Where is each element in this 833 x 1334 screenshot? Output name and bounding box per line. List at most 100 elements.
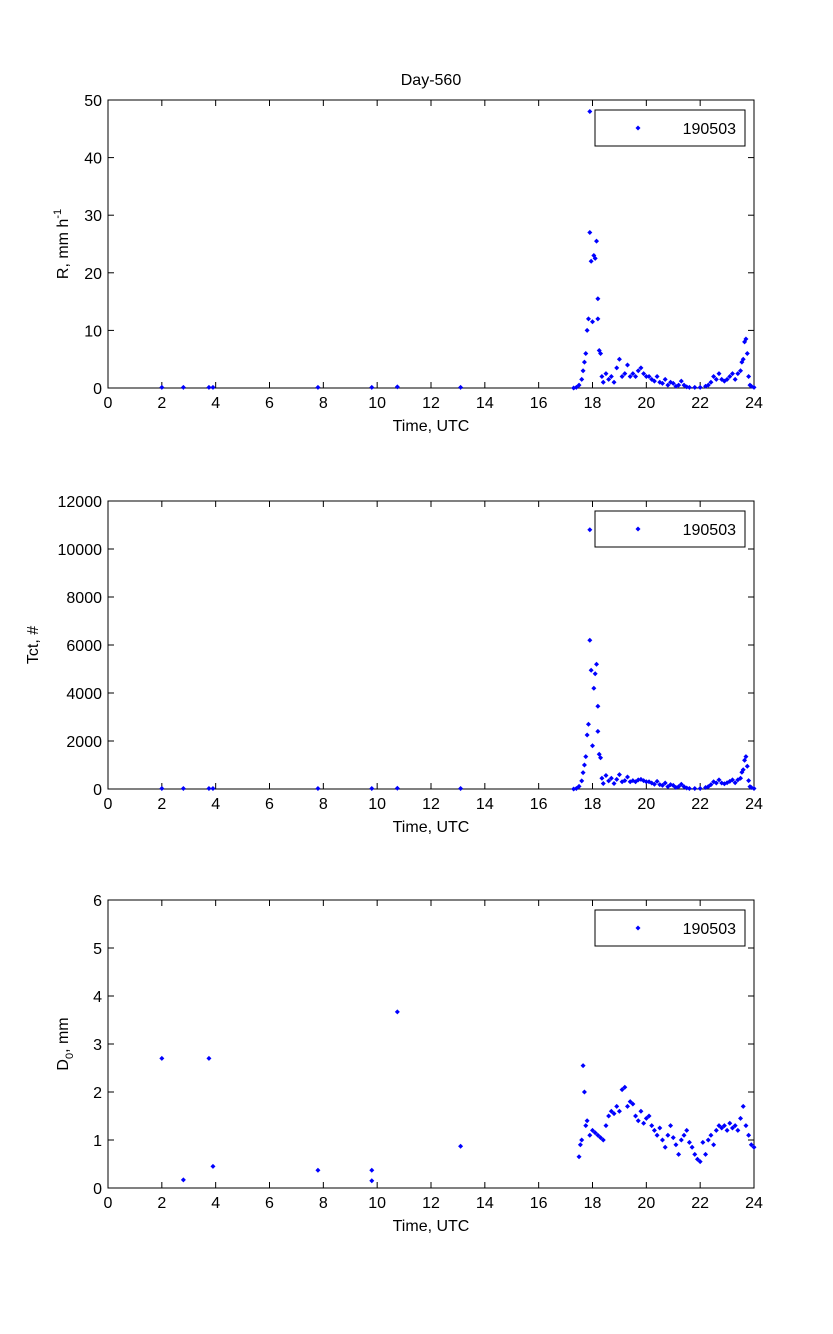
data-point xyxy=(678,781,684,787)
data-point xyxy=(614,1103,620,1109)
legend-label: 190503 xyxy=(683,522,736,539)
data-point xyxy=(592,671,598,677)
x-tick-label: 2 xyxy=(157,395,166,412)
data-point xyxy=(576,1154,582,1160)
data-point xyxy=(729,777,735,783)
data-point xyxy=(577,1142,583,1148)
data-point xyxy=(716,777,722,783)
data-point xyxy=(587,109,593,115)
data-point xyxy=(458,384,464,390)
data-point xyxy=(580,368,586,374)
y-tick-label: 6000 xyxy=(66,638,102,655)
data-point xyxy=(724,1127,730,1133)
data-point xyxy=(673,1142,679,1148)
x-tick-label: 6 xyxy=(265,1195,274,1212)
data-point xyxy=(180,1177,186,1183)
data-point xyxy=(643,373,649,379)
data-point xyxy=(732,780,738,786)
legend-box xyxy=(594,109,746,147)
data-point xyxy=(587,527,593,533)
data-point xyxy=(732,376,738,382)
data-point xyxy=(738,775,744,781)
x-tick-label: 10 xyxy=(368,796,386,813)
data-point xyxy=(738,1115,744,1121)
y-tick-label: 10 xyxy=(84,323,102,340)
x-tick-label: 10 xyxy=(368,1195,386,1212)
data-point xyxy=(654,778,660,784)
data-point xyxy=(595,296,601,302)
data-point xyxy=(611,780,617,786)
data-point xyxy=(579,778,585,784)
data-point xyxy=(711,1142,717,1148)
y-axis-label-rest: , mm xyxy=(55,1017,72,1053)
data-point xyxy=(751,786,757,792)
data-point xyxy=(630,1101,636,1107)
y-axis-label: D0, mm xyxy=(55,1017,76,1070)
data-point xyxy=(576,382,582,388)
data-point xyxy=(740,1103,746,1109)
data-point xyxy=(711,373,717,379)
y-tick-label: 8000 xyxy=(66,590,102,607)
data-point xyxy=(643,1115,649,1121)
x-tick-label: 4 xyxy=(211,1195,220,1212)
data-point xyxy=(627,373,633,379)
data-point xyxy=(743,754,749,760)
data-point xyxy=(705,382,711,388)
data-point xyxy=(748,1142,754,1148)
x-tick-label: 18 xyxy=(584,1195,602,1212)
data-point xyxy=(587,1132,593,1138)
x-tick-label: 4 xyxy=(211,796,220,813)
data-point xyxy=(622,1084,628,1090)
data-point xyxy=(670,380,676,386)
data-point xyxy=(598,755,604,761)
x-tick-label: 4 xyxy=(211,395,220,412)
data-point xyxy=(633,373,639,379)
data-point xyxy=(743,336,749,342)
x-axis-label: Time, UTC xyxy=(393,819,470,836)
data-point xyxy=(159,384,165,390)
y-tick-label: 50 xyxy=(84,93,102,110)
data-point xyxy=(689,1144,695,1150)
data-point xyxy=(595,1132,601,1138)
data-point xyxy=(708,782,714,788)
data-point xyxy=(315,1167,321,1173)
y-tick-label: 0 xyxy=(93,782,102,799)
y-tick-label: 2000 xyxy=(66,734,102,751)
data-point xyxy=(651,1127,657,1133)
data-point xyxy=(657,1125,663,1131)
data-point xyxy=(729,371,735,377)
data-point xyxy=(700,1139,706,1145)
data-point xyxy=(315,384,321,390)
data-point xyxy=(665,382,671,388)
data-point xyxy=(608,373,614,379)
data-point xyxy=(746,778,752,784)
x-tick-label: 12 xyxy=(422,796,440,813)
data-point xyxy=(603,1123,609,1129)
x-tick-label: 10 xyxy=(368,395,386,412)
data-point xyxy=(746,1132,752,1138)
x-tick-label: 24 xyxy=(745,796,763,813)
x-tick-label: 24 xyxy=(745,1195,763,1212)
y-tick-label: 5 xyxy=(93,941,102,958)
data-point xyxy=(599,775,605,781)
data-point xyxy=(614,365,620,371)
legend-label: 190503 xyxy=(683,921,736,938)
data-point xyxy=(584,327,590,333)
data-point xyxy=(662,780,668,786)
data-point xyxy=(746,373,752,379)
x-tick-label: 0 xyxy=(104,1195,113,1212)
data-point xyxy=(641,371,647,377)
data-point xyxy=(716,371,722,377)
data-point xyxy=(579,376,585,382)
y-axis-label: Tct, # xyxy=(25,626,42,664)
data-point xyxy=(595,728,601,734)
data-point xyxy=(649,1123,655,1129)
plot-area xyxy=(107,99,755,389)
y-tick-label: 4000 xyxy=(66,686,102,703)
legend-box xyxy=(594,510,746,548)
data-point xyxy=(635,1118,641,1124)
data-point xyxy=(594,238,600,244)
data-point xyxy=(697,384,703,390)
data-point xyxy=(727,1120,733,1126)
legend: 190503 xyxy=(594,909,746,947)
